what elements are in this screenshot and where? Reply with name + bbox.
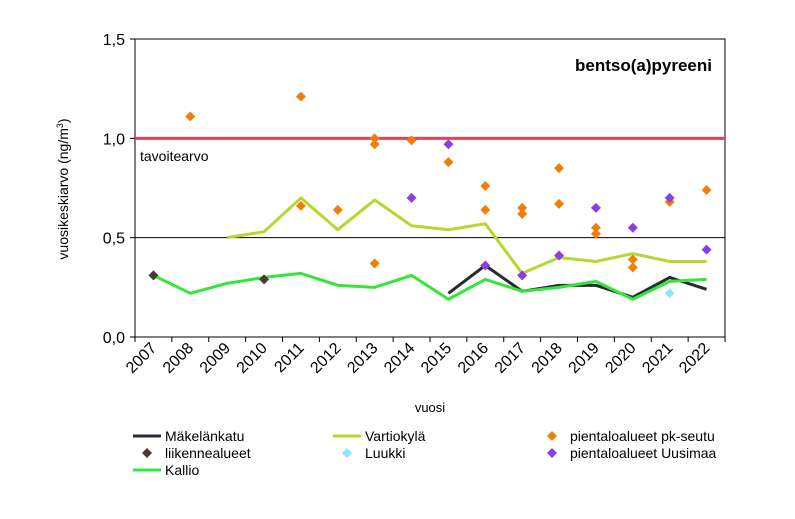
data-point-pientaloalueet-pk-seutu [332,204,343,215]
y-axis-label-end: ) [55,118,71,123]
legend-label: pientaloalueet pk-seutu [570,428,715,444]
data-point-pientaloalueet-pk-seutu [406,135,417,146]
data-point-pientaloalueet-pk-seutu [554,198,565,209]
data-point-pientaloalueet-pk-seutu [517,202,528,213]
legend-item-vartiokyl-: Vartiokylä [333,428,426,444]
data-point-pientaloalueet-pk-seutu [590,222,601,233]
x-tick-label: 2013 [344,340,381,377]
data-point-pientaloalueet-uusimaa [554,250,565,261]
legend-swatch [547,431,557,441]
data-point-pientaloalueet-uusimaa [406,192,417,203]
x-tick-label: 2020 [602,340,639,377]
data-point-pientaloalueet-pk-seutu [627,262,638,273]
series-line-vartiokyl- [226,196,707,275]
y-tick-label: 0,5 [103,231,125,248]
reference-line-label: tavoitearvo [140,148,209,164]
legend-item-pientaloalueet-uusimaa: pientaloalueet Uusimaa [547,445,717,461]
data-point-luukki [664,288,675,299]
legend-swatch [342,448,352,458]
data-point-pientaloalueet-pk-seutu [295,91,306,102]
data-point-pientaloalueet-pk-seutu [590,228,601,239]
series-liikennealueet [148,270,270,285]
data-point-pientaloalueet-uusimaa [590,202,601,213]
x-tick-label: 2014 [381,340,418,377]
y-tick-label: 0,0 [103,330,125,347]
x-tick-label: 2019 [566,340,603,377]
data-point-pientaloalueet-pk-seutu [701,184,712,195]
legend-item-kallio: Kallio [133,462,199,478]
legend-label: Kallio [165,462,199,478]
data-point-pientaloalueet-uusimaa [627,222,638,233]
x-tick-label: 2017 [492,340,529,377]
data-point-pientaloalueet-uusimaa [517,270,528,281]
x-tick-label: 2008 [160,340,197,377]
data-point-pientaloalueet-pk-seutu [517,208,528,219]
x-tick-label: 2009 [197,340,234,377]
y-axis-label-main: vuosikeskiarvo (ng/m [55,128,71,260]
data-point-pientaloalueet-pk-seutu [480,181,491,192]
legend-item-m-kel-nkatu: Mäkelänkatu [133,428,244,444]
chart-title: bentso(a)pyreeni [575,56,712,75]
data-point-pientaloalueet-pk-seutu [369,139,380,150]
x-tick-label: 2021 [639,340,676,377]
data-point-pientaloalueet-pk-seutu [369,258,380,269]
data-point-pientaloalueet-pk-seutu [554,163,565,174]
legend: Mäkelänkatu Vartiokylä pientaloalueet pk-s… [133,428,717,478]
series-vartiokyl- [226,196,707,275]
series-pientaloalueet-pk-seutu [185,91,712,273]
y-tick-label: 1,0 [103,131,125,148]
x-tick-label: 2022 [676,340,713,377]
data-point-pientaloalueet-pk-seutu [369,133,380,144]
series-luukki [664,288,675,299]
y-axis-label: vuosikeskiarvo (ng/m3) [55,118,71,259]
legend-label: pientaloalueet Uusimaa [570,445,717,461]
x-axis-label: vuosi [415,400,445,415]
x-tick-label: 2012 [307,340,344,377]
data-point-pientaloalueet-pk-seutu [185,111,196,122]
y-axis-label-sup: 3 [55,123,65,128]
legend-item-luukki: Luukki [342,445,405,461]
data-point-pientaloalueet-uusimaa [480,260,491,271]
data-point-liikennealueet [148,270,159,281]
series-pientaloalueet-uusimaa [406,139,712,281]
x-tick-label: 2016 [455,340,492,377]
legend-swatch [547,448,557,458]
data-point-pientaloalueet-pk-seutu [295,200,306,211]
data-point-liikennealueet [259,274,270,285]
data-point-pientaloalueet-uusimaa [701,244,712,255]
legend-label: liikennealueet [165,445,251,461]
data-point-pientaloalueet-pk-seutu [480,204,491,215]
legend-label: Luukki [365,445,405,461]
x-tick-label: 2015 [418,340,455,377]
data-point-pientaloalueet-pk-seutu [443,157,454,168]
legend-item-liikennealueet: liikennealueet [142,445,251,461]
x-tick-label: 2010 [234,340,271,377]
legend-item-pientaloalueet-pk-seutu: pientaloalueet pk-seutu [547,428,715,444]
data-point-pientaloalueet-uusimaa [443,139,454,150]
legend-swatch [142,448,152,458]
series-line-kallio [152,271,707,301]
x-tick-label: 2007 [123,340,160,377]
data-point-pientaloalueet-uusimaa [664,192,675,203]
legend-label: Vartiokylä [365,428,426,444]
plot-frame [134,38,726,338]
legend-label: Mäkelänkatu [165,428,244,444]
x-tick-label: 2011 [271,340,307,376]
data-point-pientaloalueet-pk-seutu [627,254,638,265]
x-tick-label: 2018 [529,340,566,377]
y-tick-label: 1,5 [103,32,125,49]
series-kallio [152,271,707,301]
plot-area [134,38,726,338]
